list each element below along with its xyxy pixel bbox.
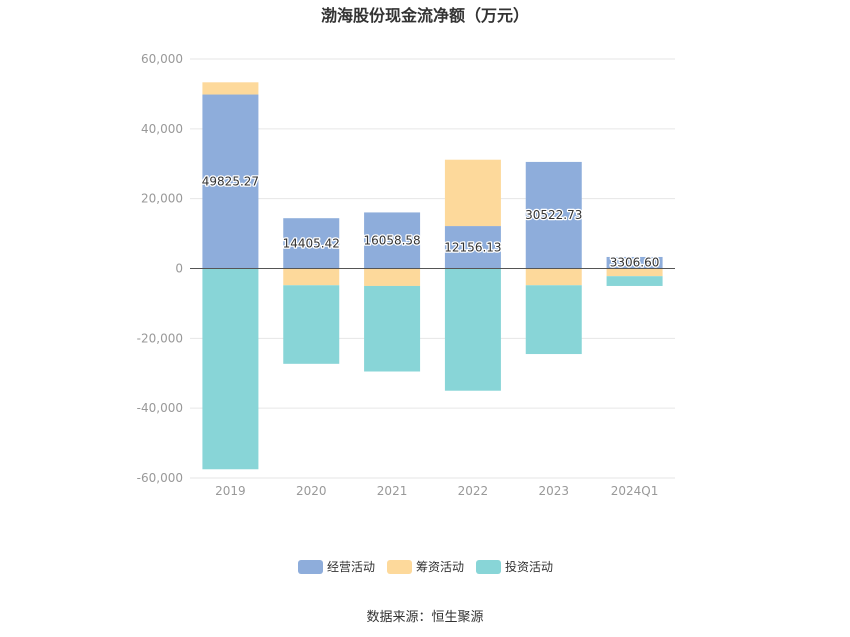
legend-swatch (476, 560, 501, 574)
bars (202, 82, 663, 470)
bar-2022-series-0 (444, 226, 501, 269)
data-label: 3306.60 (610, 256, 660, 270)
chart-title: 渤海股份现金流净额（万元） (321, 6, 529, 25)
bar-2021-series-1 (364, 268, 421, 286)
legend-label: 经营活动 (327, 560, 375, 574)
y-tick-label: -20,000 (137, 331, 183, 345)
x-tick-label: 2020 (296, 484, 327, 498)
bar-2020-series-2 (283, 285, 340, 364)
source-note: 数据来源：恒生聚源 (366, 610, 483, 625)
y-tick-label: 60,000 (141, 52, 183, 66)
legend: 经营活动 筹资活动 投资活动 (298, 559, 553, 574)
y-tick-label: 40,000 (141, 122, 183, 136)
legend-swatch (298, 560, 323, 574)
bar-2023-series-1 (525, 268, 582, 286)
bar-2024Q1-series-1 (606, 268, 663, 277)
bar-2024Q1-series-0 (606, 256, 663, 269)
data-label: 30522.73 (525, 208, 582, 222)
data-label: 14405.42 (283, 236, 340, 250)
bar-2021-series-2 (364, 285, 421, 372)
bar-2019-series-1 (202, 82, 259, 95)
legend-swatch (387, 560, 412, 574)
y-tick-label: 20,000 (141, 192, 183, 206)
bar-2020-series-0 (283, 218, 340, 269)
y-tick-label: -60,000 (137, 471, 183, 485)
y-tick-label: 0 (175, 262, 183, 276)
bar-2020-series-1 (283, 268, 340, 286)
x-tick-label: 2021 (377, 484, 408, 498)
x-axis-labels: 2019 2020 2021 2022 2023 2024Q1 (215, 484, 658, 498)
x-tick-label: 2022 (458, 484, 489, 498)
x-tick-label: 2024Q1 (611, 484, 659, 498)
bar-2019-series-2 (202, 268, 259, 470)
y-axis-labels: -60,000 -40,000 -20,000 0 20,000 40,000 60,000 (137, 52, 183, 485)
x-tick-label: 2019 (215, 484, 246, 498)
bar-2024Q1-series-2 (606, 276, 663, 286)
bar-2023-series-2 (525, 285, 582, 355)
grid-lines (190, 58, 675, 479)
bar-2021-series-0 (364, 212, 421, 269)
y-tick-label: -40,000 (137, 401, 183, 415)
bar-2022-series-2 (444, 268, 501, 391)
data-label: 49825.27 (202, 175, 259, 189)
legend-label: 投资活动 (505, 559, 553, 574)
bar-2019-series-0 (202, 94, 259, 269)
x-tick-label: 2023 (538, 484, 569, 498)
bar-2022-series-1 (444, 159, 501, 227)
data-labels: 49825.27 14405.42 16058.58 12156.13 30522.73… (201, 173, 661, 271)
bar-2023-series-0 (525, 161, 582, 269)
legend-label: 筹资活动 (416, 560, 464, 574)
data-label: 12156.13 (444, 240, 501, 254)
data-label: 16058.58 (363, 233, 420, 247)
